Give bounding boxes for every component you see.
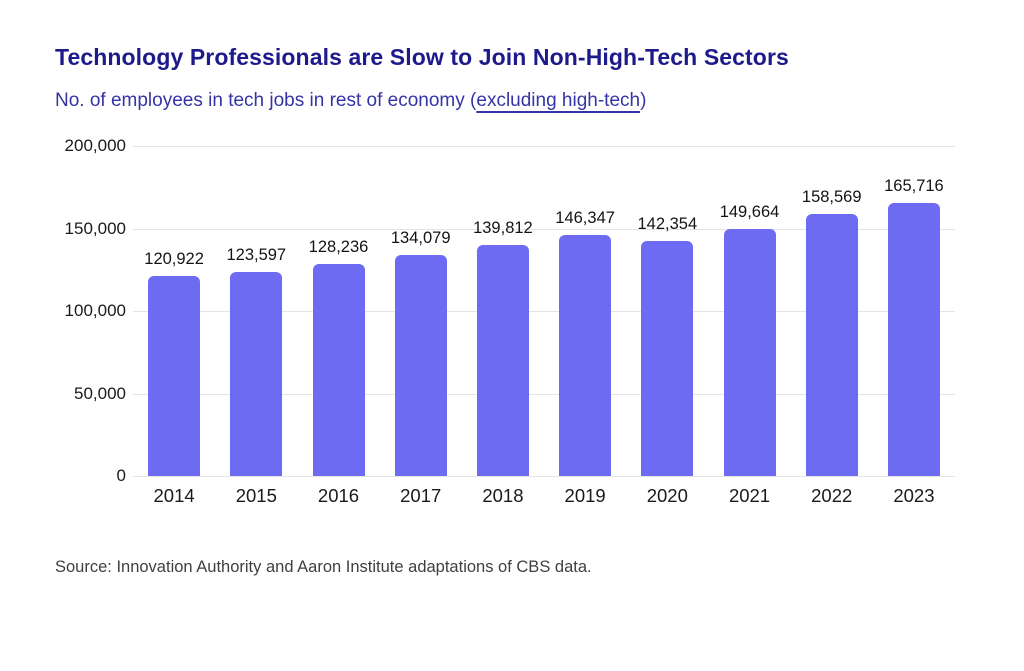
bar-slot: 146,347 (544, 146, 626, 476)
x-axis-tick: 2022 (811, 485, 853, 506)
bar-value-label: 165,716 (884, 176, 944, 195)
bar-slot: 158,569 (791, 146, 873, 476)
bar-value-label: 146,347 (555, 208, 615, 227)
bar-slot: 165,716 (873, 146, 955, 476)
gridline (133, 476, 955, 477)
bar-2022: 158,569 (802, 188, 862, 476)
x-axis-tick: 2021 (728, 485, 771, 506)
x-axis: 2014 2015 2016 2017 2018 2019 2020 2021 2022 2023 (133, 485, 955, 507)
y-axis-tick: 100,000 (64, 301, 126, 320)
y-axis-tick: 200,000 (64, 136, 126, 155)
x-axis-tick: 2018 (482, 485, 524, 506)
bar-value-label: 128,236 (308, 238, 369, 257)
bar-value-label: 123,597 (226, 246, 287, 265)
bar-value-label: 120,922 (144, 250, 204, 269)
y-axis: 200,000 150,000 100,000 50,000 0 (30, 136, 126, 485)
bar-value-label: 139,812 (473, 219, 533, 238)
bar-value-label: 134,079 (390, 228, 451, 247)
bar-slot: 149,664 (708, 146, 790, 476)
y-axis-tick: 0 (116, 466, 126, 485)
source-note: Source: Innovation Authority and Aaron I… (55, 558, 592, 576)
gridline (133, 311, 955, 312)
bar-2016: 128,236 (309, 238, 368, 476)
bar-slot: 134,079 (380, 146, 462, 476)
bar-slot: 123,597 (215, 146, 297, 476)
bars-container: 120,922 123,597 128,236 134,079 139,812 146,3… (133, 146, 955, 476)
subtitle-suffix: ) (640, 90, 647, 111)
x-axis-tick: 2020 (646, 485, 688, 506)
bar-2019: 146,347 (555, 209, 615, 476)
bar-slot: 128,236 (297, 146, 379, 476)
gridline (133, 228, 955, 230)
gridline (133, 393, 955, 395)
bar-2020: 142,354 (637, 215, 697, 476)
gridline (133, 146, 955, 147)
bar-value-label: 142,354 (637, 215, 698, 234)
subtitle-link[interactable]: excluding high-tech (476, 90, 641, 111)
x-axis-tick: 2017 (400, 485, 442, 506)
x-axis-tick: 2023 (893, 485, 935, 506)
bar-value-label: 149,664 (719, 203, 780, 222)
bar-slot: 139,812 (462, 146, 544, 476)
subtitle-prefix: No. of employees in tech jobs in rest of… (55, 90, 477, 111)
bar-2014: 120,922 (144, 250, 204, 476)
y-axis-tick: 50,000 (74, 383, 126, 403)
bar-slot: 120,922 (133, 146, 215, 476)
bar-2015: 123,597 (226, 246, 286, 476)
plot-area: 120,922 123,597 128,236 134,079 139,812 146,3… (133, 146, 955, 477)
chart-subtitle: No. of employees in tech jobs in rest of… (55, 90, 646, 112)
bar-2021: 149,664 (720, 203, 779, 476)
bar-2017: 134,079 (391, 229, 451, 476)
x-axis-tick: 2019 (564, 485, 606, 506)
y-axis-tick: 150,000 (64, 218, 126, 238)
page-title: Technology Professionals are Slow to Joi… (55, 44, 789, 70)
x-axis-tick: 2014 (153, 485, 195, 506)
bar-2023: 165,716 (884, 177, 944, 476)
bar-slot: 142,354 (626, 146, 708, 476)
bar-2018: 139,812 (473, 219, 533, 476)
bar-value-label: 158,569 (801, 188, 862, 207)
x-axis-tick: 2015 (235, 485, 277, 506)
x-axis-tick: 2016 (317, 485, 360, 506)
